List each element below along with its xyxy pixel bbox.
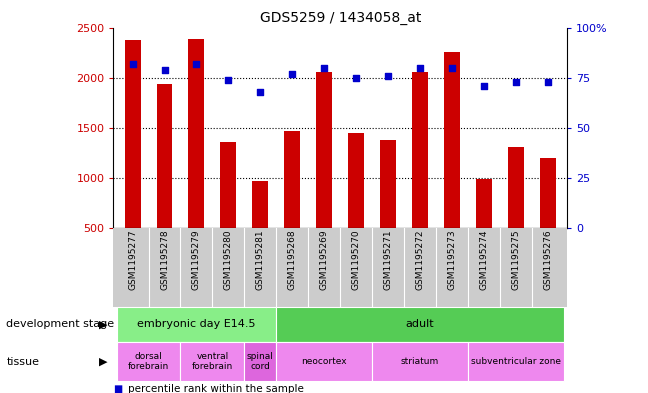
Bar (276, 307, 564, 342)
Bar (508, 147, 524, 278)
Text: GSM1195275: GSM1195275 (511, 230, 520, 290)
Bar (124, 40, 141, 278)
Bar (244, 342, 276, 381)
Bar (117, 307, 276, 342)
Bar (412, 72, 428, 278)
Point (191, 61, 202, 67)
Text: GSM1195269: GSM1195269 (319, 230, 329, 290)
Point (511, 79, 521, 85)
Bar (181, 342, 244, 381)
Point (287, 70, 297, 77)
Text: ▶: ▶ (99, 319, 108, 329)
Bar (189, 39, 204, 278)
Bar (444, 51, 460, 278)
Title: GDS5259 / 1434058_at: GDS5259 / 1434058_at (259, 11, 421, 25)
Text: ventral
forebrain: ventral forebrain (192, 352, 233, 371)
Text: GSM1195276: GSM1195276 (543, 230, 552, 290)
Text: GSM1195272: GSM1195272 (415, 230, 424, 290)
Bar (284, 131, 300, 278)
Text: percentile rank within the sample: percentile rank within the sample (128, 384, 303, 393)
Bar (540, 158, 556, 278)
Text: GSM1195277: GSM1195277 (128, 230, 137, 290)
Point (128, 61, 138, 67)
Bar (117, 342, 181, 381)
Point (415, 64, 425, 71)
Point (479, 83, 489, 89)
Text: ■: ■ (113, 384, 122, 393)
Text: spinal
cord: spinal cord (247, 352, 273, 371)
Point (351, 75, 362, 81)
Point (542, 79, 553, 85)
Point (159, 66, 170, 73)
Bar (476, 179, 492, 278)
Point (255, 88, 266, 95)
Text: dorsal
forebrain: dorsal forebrain (128, 352, 169, 371)
Bar (468, 342, 564, 381)
Point (223, 77, 233, 83)
Bar (372, 342, 468, 381)
Text: subventricular zone: subventricular zone (471, 357, 561, 366)
Bar (157, 84, 172, 278)
Text: GSM1195280: GSM1195280 (224, 230, 233, 290)
Text: GSM1195279: GSM1195279 (192, 230, 201, 290)
Text: ▶: ▶ (99, 356, 108, 367)
Text: neocortex: neocortex (301, 357, 347, 366)
Text: GSM1195273: GSM1195273 (448, 230, 456, 290)
Text: development stage: development stage (6, 319, 115, 329)
Point (319, 64, 329, 71)
Text: GSM1195274: GSM1195274 (480, 230, 489, 290)
Text: GSM1195270: GSM1195270 (352, 230, 361, 290)
Text: GSM1195271: GSM1195271 (384, 230, 393, 290)
Text: GSM1195278: GSM1195278 (160, 230, 169, 290)
Text: embryonic day E14.5: embryonic day E14.5 (137, 319, 256, 329)
Bar (348, 133, 364, 278)
Text: GSM1195268: GSM1195268 (288, 230, 297, 290)
Text: tissue: tissue (6, 356, 40, 367)
Point (447, 64, 457, 71)
Bar (252, 181, 268, 278)
Text: striatum: striatum (401, 357, 439, 366)
Point (383, 72, 393, 79)
Bar (380, 140, 396, 278)
Bar (276, 342, 372, 381)
Text: GSM1195281: GSM1195281 (256, 230, 265, 290)
Bar (220, 142, 237, 278)
Bar (316, 72, 332, 278)
Text: adult: adult (406, 319, 434, 329)
